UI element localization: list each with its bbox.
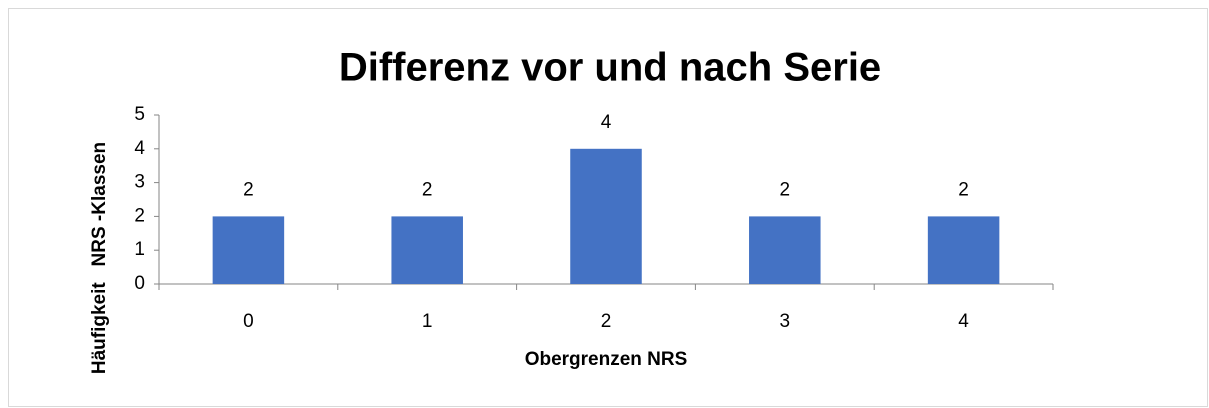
y-tick-label: 5 <box>134 104 145 125</box>
x-tick-label: 3 <box>780 311 791 332</box>
y-tick-label: 0 <box>134 273 145 294</box>
data-label: 4 <box>601 112 612 133</box>
x-axis-title: Obergrenzen NRS <box>525 349 688 370</box>
bar <box>391 216 463 284</box>
data-label: 2 <box>780 179 791 200</box>
data-label: 2 <box>243 179 254 200</box>
y-tick-label: 3 <box>134 172 145 193</box>
y-tick-label: 1 <box>134 239 145 260</box>
bar <box>570 148 642 284</box>
y-tick-label: 2 <box>134 205 145 226</box>
bar <box>212 216 285 284</box>
x-tick-label: 0 <box>243 311 254 332</box>
x-tick-label: 1 <box>422 311 433 332</box>
y-axis-title: Häufigkeit NRS -Klassen <box>89 142 110 374</box>
bar <box>927 216 1000 284</box>
data-label: 2 <box>958 179 969 200</box>
y-tick-label: 4 <box>134 138 145 159</box>
chart-title: Differenz vor und nach Serie <box>339 46 881 90</box>
x-tick-label: 4 <box>958 311 969 332</box>
data-label: 2 <box>422 179 433 200</box>
bar <box>749 216 821 284</box>
x-tick-label: 2 <box>601 311 612 332</box>
